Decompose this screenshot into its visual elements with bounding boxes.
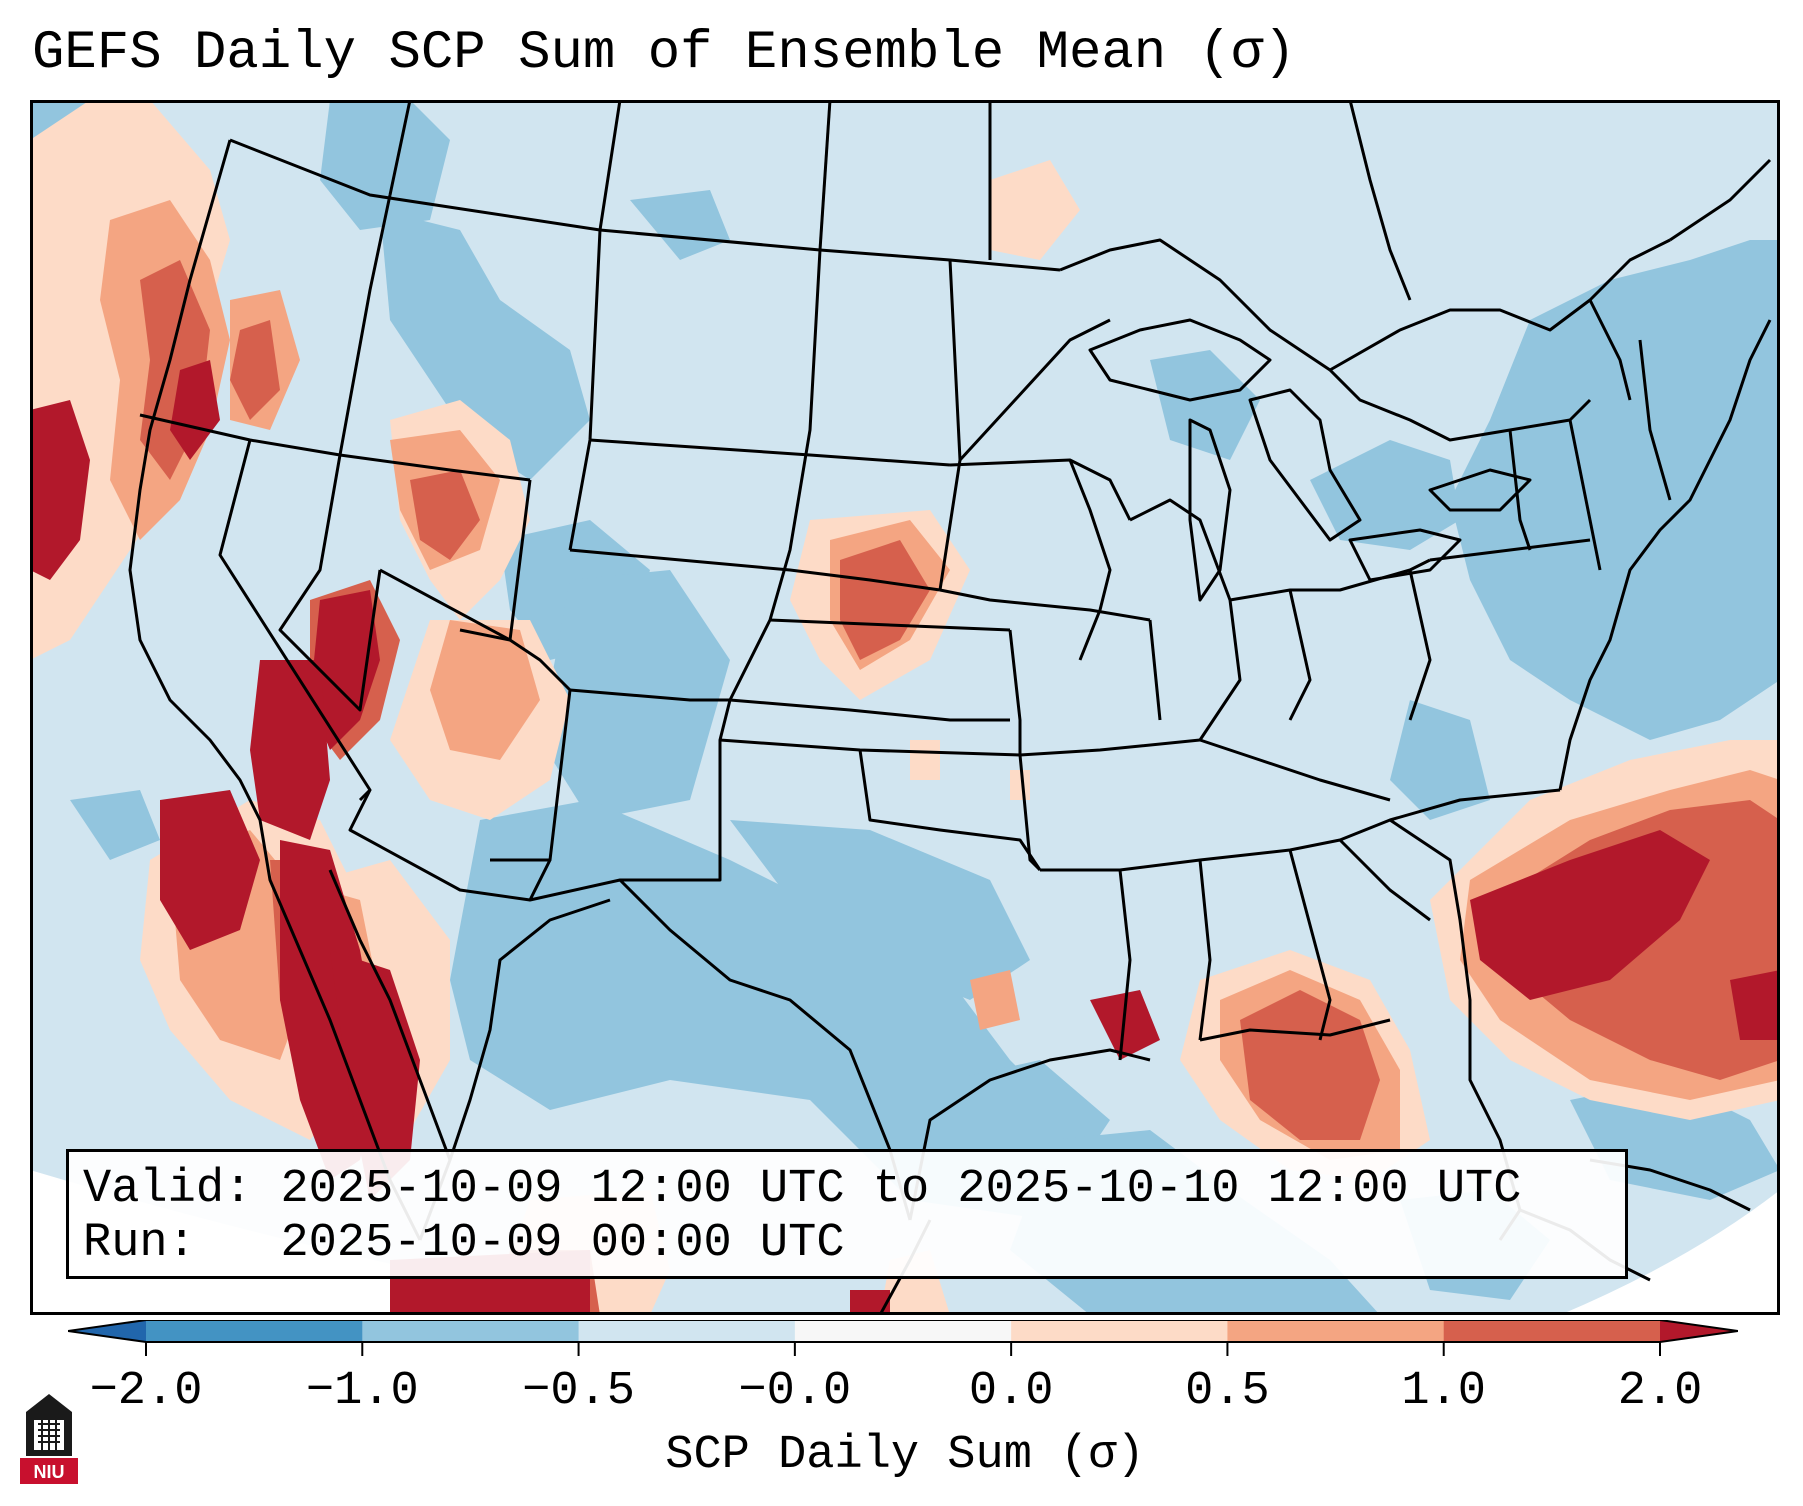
valid-run-infobox: Valid: 2025-10-09 12:00 UTC to 2025-10-1…: [66, 1149, 1628, 1279]
colorbar-tick-label: 2.0: [1617, 1365, 1703, 1418]
colorbar-tick-label: 0.0: [968, 1365, 1054, 1418]
colorbar-tick-label: −1.0: [305, 1365, 419, 1418]
colorbar-tick-label: −2.0: [89, 1365, 203, 1418]
colorbar-label: SCP Daily Sum (σ): [665, 1429, 1145, 1482]
colorbar-bin: [1227, 1320, 1445, 1342]
logo-text: NIU: [34, 1462, 65, 1482]
positive-max-regions: [30, 360, 1780, 1315]
colorbar-extend-low: [68, 1320, 146, 1342]
scp-map: [30, 100, 1780, 1315]
valid-line: Valid: 2025-10-09 12:00 UTC to 2025-10-1…: [83, 1162, 1521, 1218]
map-frame: [30, 100, 1780, 1315]
run-line: Run: 2025-10-09 00:00 UTC: [83, 1216, 845, 1272]
canada-borders: [388, 100, 1772, 301]
state-borders: [128, 138, 1772, 1315]
run-value: 2025-10-09 00:00 UTC: [280, 1217, 845, 1270]
page-title: GEFS Daily SCP Sum of Ensemble Mean (σ): [32, 23, 1296, 84]
domain-edge-right: [1560, 1190, 1780, 1315]
colorbar-tick-label: 1.0: [1401, 1365, 1487, 1418]
colorbar-bin: [362, 1320, 580, 1342]
colorbar-tick-label: −0.5: [522, 1365, 635, 1418]
colorbar-bin: [578, 1320, 796, 1342]
colorbar-tick-label: −0.0: [738, 1365, 852, 1418]
colorbar-bin: [1011, 1320, 1228, 1342]
colorbar-bin: [794, 1320, 1012, 1342]
colorbar: [68, 1320, 1738, 1356]
valid-label: Valid:: [83, 1163, 253, 1216]
colorbar-extend-high: [1660, 1320, 1738, 1342]
niu-logo: NIU: [20, 1392, 78, 1484]
run-label: Run:: [83, 1217, 196, 1270]
colorbar-bin: [1443, 1320, 1661, 1342]
colorbar-bin: [146, 1320, 363, 1342]
colorbar-tick-label: 0.5: [1185, 1365, 1270, 1418]
valid-value: 2025-10-09 12:00 UTC to 2025-10-10 12:00…: [280, 1163, 1522, 1216]
